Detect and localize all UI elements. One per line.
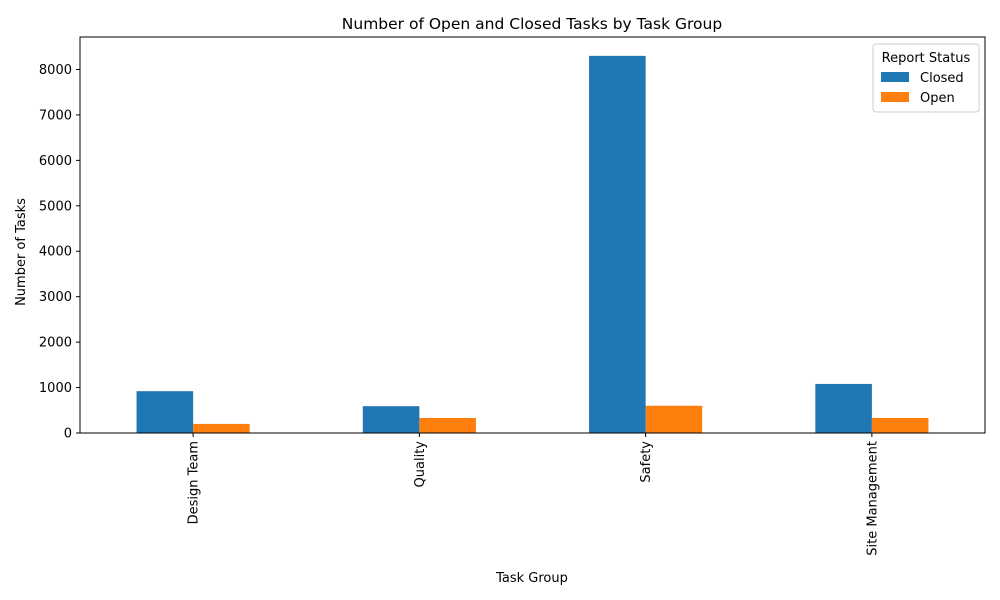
bar-open-1 (419, 418, 476, 433)
chart-title: Number of Open and Closed Tasks by Task … (342, 15, 722, 33)
bar-closed-1 (362, 406, 420, 433)
legend-label-closed: Closed (920, 71, 964, 86)
x-tick-label-1: Quality (413, 441, 428, 488)
y-tick-label-5: 5000 (39, 199, 72, 214)
y-tick-label-4: 4000 (39, 245, 72, 260)
y-tick-label-6: 6000 (39, 154, 72, 169)
x-tick-label-0: Design Team (187, 441, 202, 524)
y-tick-label-0: 0 (64, 427, 72, 442)
bar-open-2 (645, 405, 703, 433)
legend-swatch-open (881, 92, 909, 102)
bar-closed-2 (589, 55, 646, 433)
bar-closed-0 (136, 391, 194, 433)
bar-open-0 (193, 423, 250, 433)
x-tick-label-3: Site Management (865, 441, 880, 556)
legend-label-open: Open (920, 91, 955, 106)
bar-open-3 (871, 418, 929, 433)
y-axis-label: Number of Tasks (14, 198, 29, 306)
legend-swatch-closed (881, 72, 909, 82)
y-tick-label-7: 7000 (39, 108, 72, 123)
y-tick-label-8: 8000 (39, 63, 72, 78)
x-axis-label: Task Group (495, 571, 568, 586)
y-tick-label-1: 1000 (39, 381, 72, 396)
x-tick-label-2: Safety (639, 441, 654, 483)
y-tick-label-3: 3000 (39, 290, 72, 305)
plot-frame (79, 36, 986, 434)
bar-closed-3 (815, 383, 872, 433)
y-tick-label-2: 2000 (39, 336, 72, 351)
legend: Report Status Closed Open (872, 43, 980, 113)
legend-title: Report Status (882, 51, 971, 66)
